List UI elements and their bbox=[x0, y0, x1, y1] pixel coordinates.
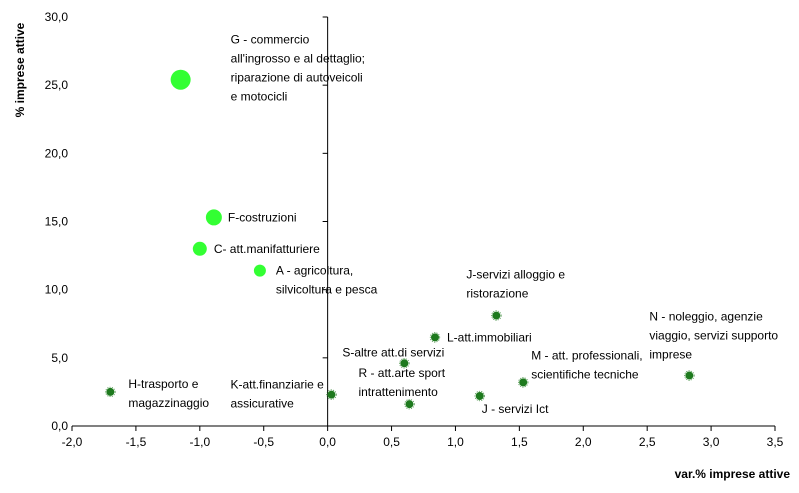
y-tick-label: 5,0 bbox=[51, 351, 68, 365]
y-tick-label: 25,0 bbox=[45, 78, 69, 92]
data-point-halo bbox=[399, 358, 410, 369]
x-tick-label: 0,5 bbox=[383, 435, 400, 449]
x-tick-label: 2,5 bbox=[639, 435, 656, 449]
y-tick-label: 20,0 bbox=[45, 146, 69, 160]
x-tick-label: 1,0 bbox=[447, 435, 464, 449]
x-tick-label: -1,0 bbox=[189, 435, 210, 449]
point-label: M - att. professionali, scientifiche tecn… bbox=[531, 348, 642, 381]
x-axis-title: var.% imprese attive bbox=[675, 467, 791, 481]
x-tick-label: -2,0 bbox=[62, 435, 83, 449]
point-label: R - att.arte sport intrattenimento bbox=[358, 366, 445, 399]
y-axis-title: % imprese attive bbox=[13, 22, 27, 117]
x-tick-label: 3,5 bbox=[767, 435, 784, 449]
point-label: G - commercio all'ingrosso e al dettaglio… bbox=[231, 33, 365, 104]
point-label-line: G - commercio bbox=[231, 33, 310, 47]
y-tick-label: 15,0 bbox=[45, 215, 69, 229]
data-point-halo bbox=[684, 370, 695, 381]
data-point bbox=[106, 387, 115, 396]
data-point bbox=[685, 371, 694, 380]
data-point-halo bbox=[518, 377, 529, 388]
point-label-line: K-att.finanziarie e bbox=[230, 378, 324, 392]
point-label-line: ristorazione bbox=[466, 287, 528, 301]
point-label-line: imprese bbox=[649, 348, 692, 362]
data-point-halo bbox=[429, 332, 441, 343]
point-label: H-trasporto e magazzinaggio bbox=[128, 377, 209, 410]
point-label-line: assicurative bbox=[230, 397, 294, 411]
data-point bbox=[192, 241, 207, 256]
data-point bbox=[405, 400, 414, 409]
x-tick-label: -0,5 bbox=[253, 435, 274, 449]
point-label: N - noleggio, agenzie viaggio, servizi su… bbox=[649, 310, 778, 362]
point-label-line: C- att.manifatturiere bbox=[214, 242, 320, 256]
point-label-line: M - att. professionali, bbox=[531, 348, 642, 362]
point-label-line: viaggio, servizi supporto bbox=[649, 329, 778, 343]
point-label: K-att.finanziarie e assicurative bbox=[230, 378, 324, 411]
point-label: C- att.manifatturiere bbox=[214, 242, 320, 256]
data-point bbox=[475, 392, 484, 401]
x-tick-label: 0,0 bbox=[319, 435, 336, 449]
data-point-halo bbox=[105, 386, 116, 398]
y-tick-label: 30,0 bbox=[45, 10, 69, 24]
x-tick-label: 3,0 bbox=[703, 435, 720, 449]
point-label: A - agricoltura, silvicoltura e pesca bbox=[276, 264, 378, 297]
point-label-line: intrattenimento bbox=[358, 385, 438, 399]
x-tick-label: 2,0 bbox=[575, 435, 592, 449]
axes: -2,0 -1,5 -1,0 -0,5 0,0 0,5 1,0 1,5 2,0 2,5 3,0 3,5… bbox=[45, 10, 784, 449]
point-label-line: magazzinaggio bbox=[128, 396, 209, 410]
point-label-line: all'ingrosso e al dettaglio; bbox=[231, 52, 365, 66]
point-label-line: R - att.arte sport bbox=[358, 366, 445, 380]
point-label-line: S-altre att.di servizi bbox=[342, 345, 444, 359]
point-label: L-att.immobiliari bbox=[447, 330, 532, 344]
point-label-line: L-att.immobiliari bbox=[447, 330, 532, 344]
point-label-line: J-servizi alloggio e bbox=[466, 268, 565, 282]
point-label-line: F-costruzioni bbox=[228, 210, 297, 224]
point-label-line: riparazione di autoveicoli bbox=[231, 71, 363, 85]
data-point bbox=[327, 390, 336, 399]
point-label-line: J - servizi Ict bbox=[482, 402, 549, 416]
data-point bbox=[492, 311, 501, 320]
data-point bbox=[205, 209, 222, 226]
point-label-line: silvicoltura e pesca bbox=[276, 283, 378, 297]
data-point-halo bbox=[326, 389, 337, 400]
data-point bbox=[519, 378, 528, 387]
point-label-line: scientifiche tecniche bbox=[531, 367, 639, 381]
data-point bbox=[170, 69, 191, 90]
x-tick-label: 1,5 bbox=[511, 435, 528, 449]
point-label: S-altre att.di servizi bbox=[342, 345, 444, 359]
point-label-line: e motocicli bbox=[231, 90, 288, 104]
y-tick-label: 0,0 bbox=[51, 419, 68, 433]
point-labels: G - commercio all'ingrosso e al dettaglio… bbox=[128, 33, 778, 416]
point-label-line: A - agricoltura, bbox=[276, 264, 353, 278]
point-label-line: N - noleggio, agenzie bbox=[649, 310, 763, 324]
point-label: F-costruzioni bbox=[228, 210, 297, 224]
point-label-line: H-trasporto e bbox=[128, 377, 198, 391]
data-point bbox=[253, 264, 266, 277]
data-point bbox=[400, 359, 409, 368]
data-point-halo bbox=[474, 390, 485, 402]
data-points bbox=[105, 69, 695, 410]
x-tick-label: -1,5 bbox=[126, 435, 147, 449]
data-point bbox=[431, 333, 440, 342]
data-point-halo bbox=[404, 399, 415, 410]
y-tick-label: 10,0 bbox=[45, 283, 69, 297]
point-label: J-servizi alloggio e ristorazione bbox=[466, 268, 565, 301]
data-point-halo bbox=[491, 310, 502, 321]
point-label: J - servizi Ict bbox=[482, 402, 549, 416]
